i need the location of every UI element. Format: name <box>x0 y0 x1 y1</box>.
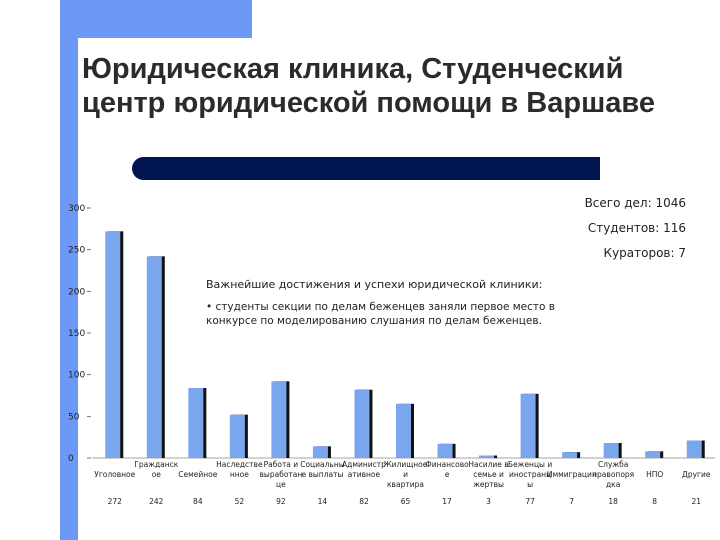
category-label: правопоря <box>592 470 634 479</box>
achievements-text: • студенты секции по делам беженцев заня… <box>206 301 555 327</box>
bar <box>645 451 661 458</box>
category-label: Служба <box>598 460 628 469</box>
bar <box>146 256 162 458</box>
category-label: и <box>403 470 408 479</box>
category-label: Финансово <box>425 460 469 469</box>
bar <box>229 414 245 458</box>
bar <box>520 393 536 458</box>
value-label: 65 <box>401 497 411 506</box>
bar <box>396 403 411 458</box>
bar <box>686 440 702 458</box>
value-label: 21 <box>691 497 701 506</box>
category-label: выработан <box>260 470 303 479</box>
y-tick-label: 0 <box>68 454 74 464</box>
bar <box>271 381 287 458</box>
category-label: квартира <box>387 480 424 489</box>
category-label: Жилищное <box>384 460 428 469</box>
value-label: 77 <box>525 497 535 506</box>
value-label: 8 <box>652 497 657 506</box>
value-label: 18 <box>608 497 618 506</box>
bar <box>562 452 578 458</box>
category-label: Наследстве <box>216 460 263 469</box>
y-tick-label: 250 <box>68 246 85 256</box>
bar <box>603 443 619 458</box>
bar <box>437 443 453 458</box>
stat-supervisors: Кураторов: 7 <box>603 246 686 260</box>
value-label: 84 <box>193 497 203 506</box>
y-tick-label: 200 <box>68 287 85 297</box>
value-label: 14 <box>318 497 328 506</box>
title-underline-bar <box>145 157 600 180</box>
bar <box>354 389 370 458</box>
category-label: ое <box>152 470 162 479</box>
category-label: жертвы <box>473 480 504 489</box>
category-label: Беженцы и <box>508 460 552 469</box>
category-label: Насилие в <box>468 460 508 469</box>
category-label: е <box>445 470 450 479</box>
category-label: Иммиграция <box>547 470 597 479</box>
stat-students: Студентов: 116 <box>587 221 686 235</box>
category-label: дка <box>606 480 620 489</box>
value-label: 82 <box>359 497 369 506</box>
category-label: Уголовное <box>94 470 135 479</box>
y-tick-label: 50 <box>68 412 80 422</box>
category-label: нное <box>230 470 249 479</box>
category-label: Администр <box>342 460 386 469</box>
category-label: Гражданск <box>134 460 178 469</box>
stat-total-cases: Всего дел: 1046 <box>584 196 686 210</box>
value-label: 52 <box>235 497 245 506</box>
value-label: 272 <box>108 497 123 506</box>
bar <box>105 231 121 458</box>
category-label: Социальны <box>300 460 345 469</box>
y-tick-label: 100 <box>68 371 85 381</box>
value-label: 7 <box>569 497 574 506</box>
value-label: 17 <box>442 497 452 506</box>
category-label: це <box>276 480 286 489</box>
category-label: иностранц <box>509 470 551 479</box>
category-label: НПО <box>646 470 663 479</box>
slide-title: Юридическая клиника, Студенческий центр … <box>82 53 655 119</box>
value-label: 92 <box>276 497 286 506</box>
value-label: 242 <box>149 497 164 506</box>
category-label: Работа и <box>264 460 299 469</box>
bar <box>188 388 204 458</box>
category-label: ы <box>527 480 533 489</box>
achievements-heading: Важнейшие достижения и успехи юридическо… <box>206 278 543 291</box>
category-label: Семейное <box>178 470 217 479</box>
bar <box>479 455 495 458</box>
left-margin <box>0 0 60 540</box>
category-label: е выплаты <box>301 470 343 479</box>
category-label: семье и <box>473 470 504 479</box>
y-tick-label: 300 <box>68 204 85 214</box>
y-tick-label: 150 <box>68 329 85 339</box>
value-label: 3 <box>486 497 491 506</box>
bar <box>312 446 328 458</box>
category-label: Другие <box>682 470 711 479</box>
category-label: ативное <box>348 470 381 479</box>
